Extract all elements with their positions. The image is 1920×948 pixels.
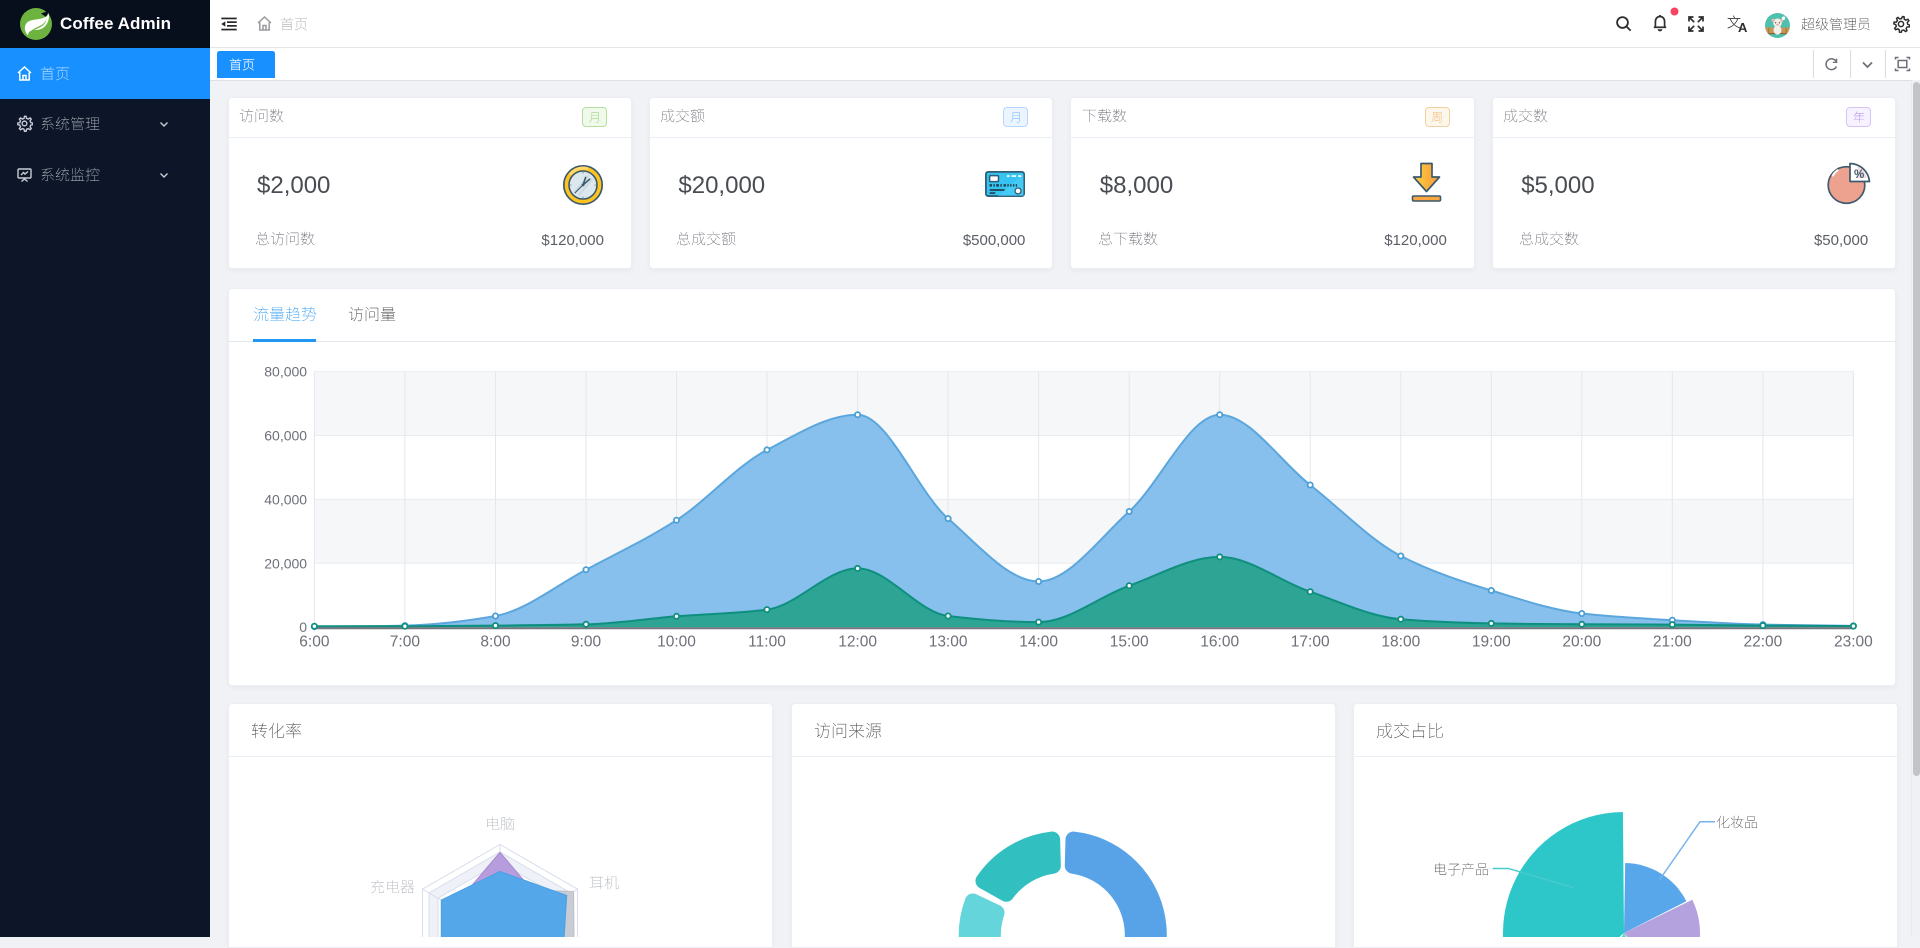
svg-text:16:00: 16:00: [1200, 633, 1239, 650]
svg-text:19:00: 19:00: [1472, 633, 1511, 650]
svg-text:23:00: 23:00: [1834, 633, 1873, 650]
svg-text:40,000: 40,000: [264, 491, 307, 507]
svg-text:7:00: 7:00: [390, 633, 421, 650]
svg-text:14:00: 14:00: [1019, 633, 1058, 650]
svg-text:9:00: 9:00: [571, 633, 602, 650]
svg-text:13:00: 13:00: [929, 633, 968, 650]
svg-text:0: 0: [299, 619, 307, 635]
svg-text:10:00: 10:00: [657, 633, 696, 650]
svg-text:80,000: 80,000: [264, 363, 307, 379]
svg-text:17:00: 17:00: [1291, 633, 1330, 650]
svg-text:15:00: 15:00: [1110, 633, 1149, 650]
svg-text:20:00: 20:00: [1562, 633, 1601, 650]
svg-text:20,000: 20,000: [264, 555, 307, 571]
svg-text:60,000: 60,000: [264, 427, 307, 443]
svg-text:22:00: 22:00: [1743, 633, 1782, 650]
svg-text:11:00: 11:00: [748, 633, 786, 650]
svg-text:21:00: 21:00: [1653, 633, 1692, 650]
svg-text:8:00: 8:00: [480, 633, 511, 650]
svg-text:%: %: [1854, 169, 1864, 181]
svg-text:18:00: 18:00: [1381, 633, 1420, 650]
svg-text:12:00: 12:00: [838, 633, 877, 650]
svg-text:6:00: 6:00: [299, 633, 330, 650]
